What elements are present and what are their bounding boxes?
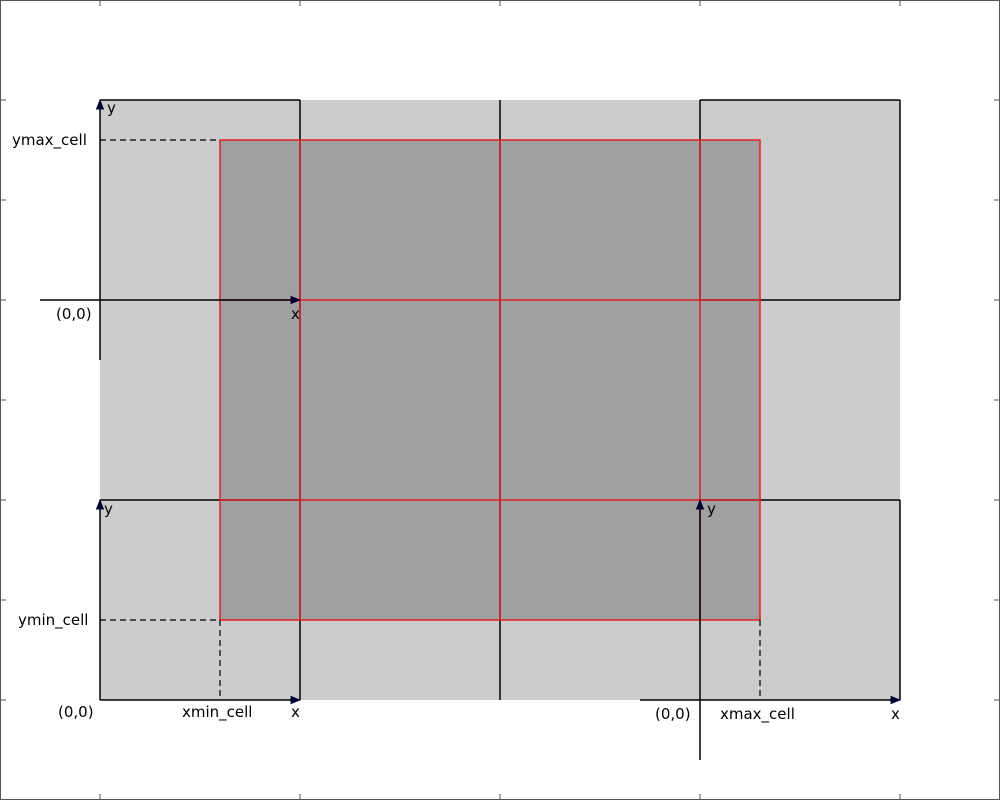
ymax-cell-label: ymax_cell: [12, 131, 87, 150]
xmax-cell-label: xmax_cell: [720, 705, 795, 724]
x-axis-label-top-left: x: [291, 305, 300, 323]
axes-top-left: [40, 98, 302, 360]
ymin-cell-label: ymin_cell: [18, 611, 88, 630]
y-axis-label-bottom-right: y: [707, 500, 716, 518]
dashed-guides: [100, 139, 761, 700]
axes-bottom-left: [95, 498, 302, 705]
xmin-cell-label: xmin_cell: [182, 703, 252, 722]
axes-bottom-right: [640, 498, 902, 760]
x-axis-label-bottom-right: x: [891, 705, 900, 723]
y-axis-label-bottom-left: y: [104, 500, 113, 518]
origin-label-top-left: (0,0): [56, 305, 92, 323]
origin-label-bottom-right: (0,0): [655, 705, 691, 723]
origin-label-bottom-left: (0,0): [58, 703, 94, 721]
selected-region: [220, 140, 760, 620]
x-axis-label-bottom-left: x: [291, 703, 300, 721]
y-axis-label-top-left: y: [107, 99, 116, 117]
